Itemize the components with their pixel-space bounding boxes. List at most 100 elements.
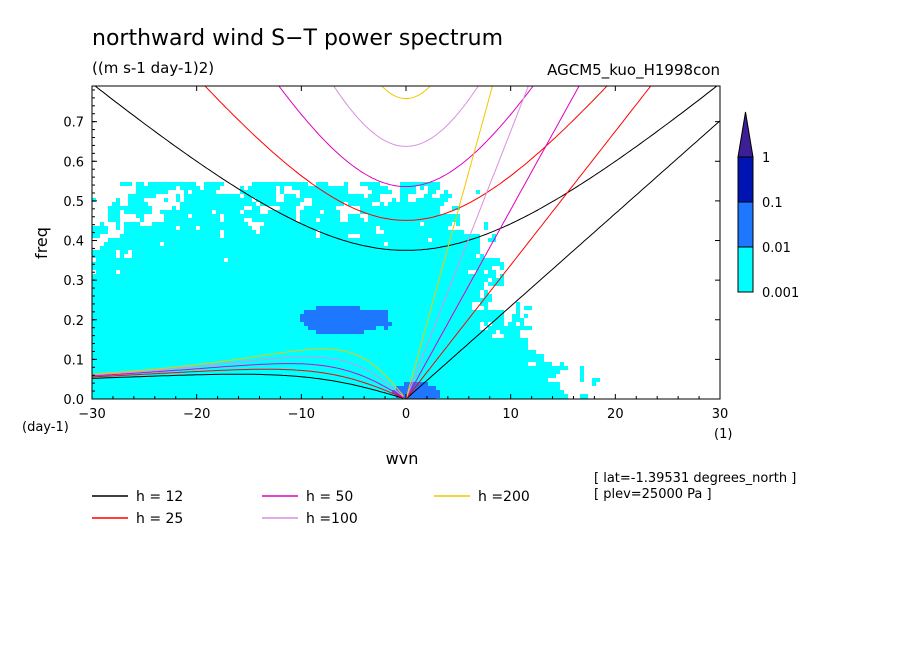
power-cell [156, 334, 160, 338]
power-cell [252, 290, 256, 294]
power-cell [344, 194, 348, 198]
power-cell [248, 306, 252, 310]
power-cell [368, 310, 372, 314]
power-cell [196, 250, 200, 254]
power-cell [132, 194, 136, 198]
power-cell [124, 342, 128, 346]
power-cell [292, 310, 296, 314]
power-cell [348, 250, 352, 254]
power-cell [440, 282, 444, 286]
power-cell [120, 234, 124, 238]
power-cell [152, 226, 156, 230]
power-cell [132, 250, 136, 254]
power-cell [120, 350, 124, 354]
power-cell [124, 210, 128, 214]
power-cell [124, 310, 128, 314]
power-cell [188, 298, 192, 302]
power-cell [524, 386, 528, 390]
power-cell [528, 350, 532, 354]
power-cell [396, 306, 400, 310]
power-cell [216, 250, 220, 254]
power-cell [304, 238, 308, 242]
power-cell [336, 322, 340, 326]
power-cell [220, 370, 224, 374]
power-cell [156, 290, 160, 294]
power-cell [288, 274, 292, 278]
power-cell [320, 326, 324, 330]
power-cell [320, 186, 324, 190]
power-cell [496, 282, 500, 286]
power-cell [408, 210, 412, 214]
power-cell [108, 314, 112, 318]
power-cell [196, 334, 200, 338]
power-cell [304, 354, 308, 358]
power-cell [420, 294, 424, 298]
power-cell [116, 342, 120, 346]
power-cell [148, 294, 152, 298]
power-cell [456, 358, 460, 362]
power-cell [100, 270, 104, 274]
power-cell [384, 246, 388, 250]
power-cell [396, 254, 400, 258]
power-cell [152, 338, 156, 342]
power-cell [196, 274, 200, 278]
power-cell [236, 326, 240, 330]
power-cell [188, 230, 192, 234]
power-cell [164, 258, 168, 262]
power-cell [428, 342, 432, 346]
power-cell [176, 362, 180, 366]
power-cell [396, 230, 400, 234]
power-cell [168, 346, 172, 350]
power-cell [508, 346, 512, 350]
power-cell [300, 366, 304, 370]
power-cell [128, 334, 132, 338]
power-cell [332, 230, 336, 234]
power-cell [224, 350, 228, 354]
power-cell [216, 266, 220, 270]
power-cell [264, 390, 268, 394]
power-cell [180, 338, 184, 342]
power-cell [496, 358, 500, 362]
power-cell [272, 330, 276, 334]
power-cell [240, 230, 244, 234]
power-cell [436, 242, 440, 246]
power-cell [480, 258, 484, 262]
power-cell [440, 290, 444, 294]
power-cell [208, 346, 212, 350]
power-cell [96, 258, 100, 262]
power-cell [380, 214, 384, 218]
power-cell [484, 262, 488, 266]
power-cell [212, 366, 216, 370]
power-cell [404, 346, 408, 350]
power-cell [412, 214, 416, 218]
power-cell [324, 198, 328, 202]
power-cell [244, 390, 248, 394]
power-cell [468, 266, 472, 270]
power-cell [228, 270, 232, 274]
power-cell [424, 242, 428, 246]
power-cell [280, 282, 284, 286]
power-cell [192, 338, 196, 342]
power-cell [284, 202, 288, 206]
power-cell [284, 290, 288, 294]
power-cell [484, 358, 488, 362]
power-cell [420, 206, 424, 210]
power-cell [96, 350, 100, 354]
power-cell [476, 386, 480, 390]
power-cell [296, 186, 300, 190]
power-cell [216, 346, 220, 350]
power-cell [236, 194, 240, 198]
power-cell [232, 290, 236, 294]
power-cell [160, 306, 164, 310]
power-cell [468, 314, 472, 318]
power-cell [328, 386, 332, 390]
power-cell [256, 266, 260, 270]
power-cell [328, 294, 332, 298]
power-cell [488, 342, 492, 346]
power-cell [464, 286, 468, 290]
power-cell [428, 266, 432, 270]
power-cell [484, 310, 488, 314]
power-cell [412, 370, 416, 374]
power-cell [476, 282, 480, 286]
power-cell [172, 234, 176, 238]
